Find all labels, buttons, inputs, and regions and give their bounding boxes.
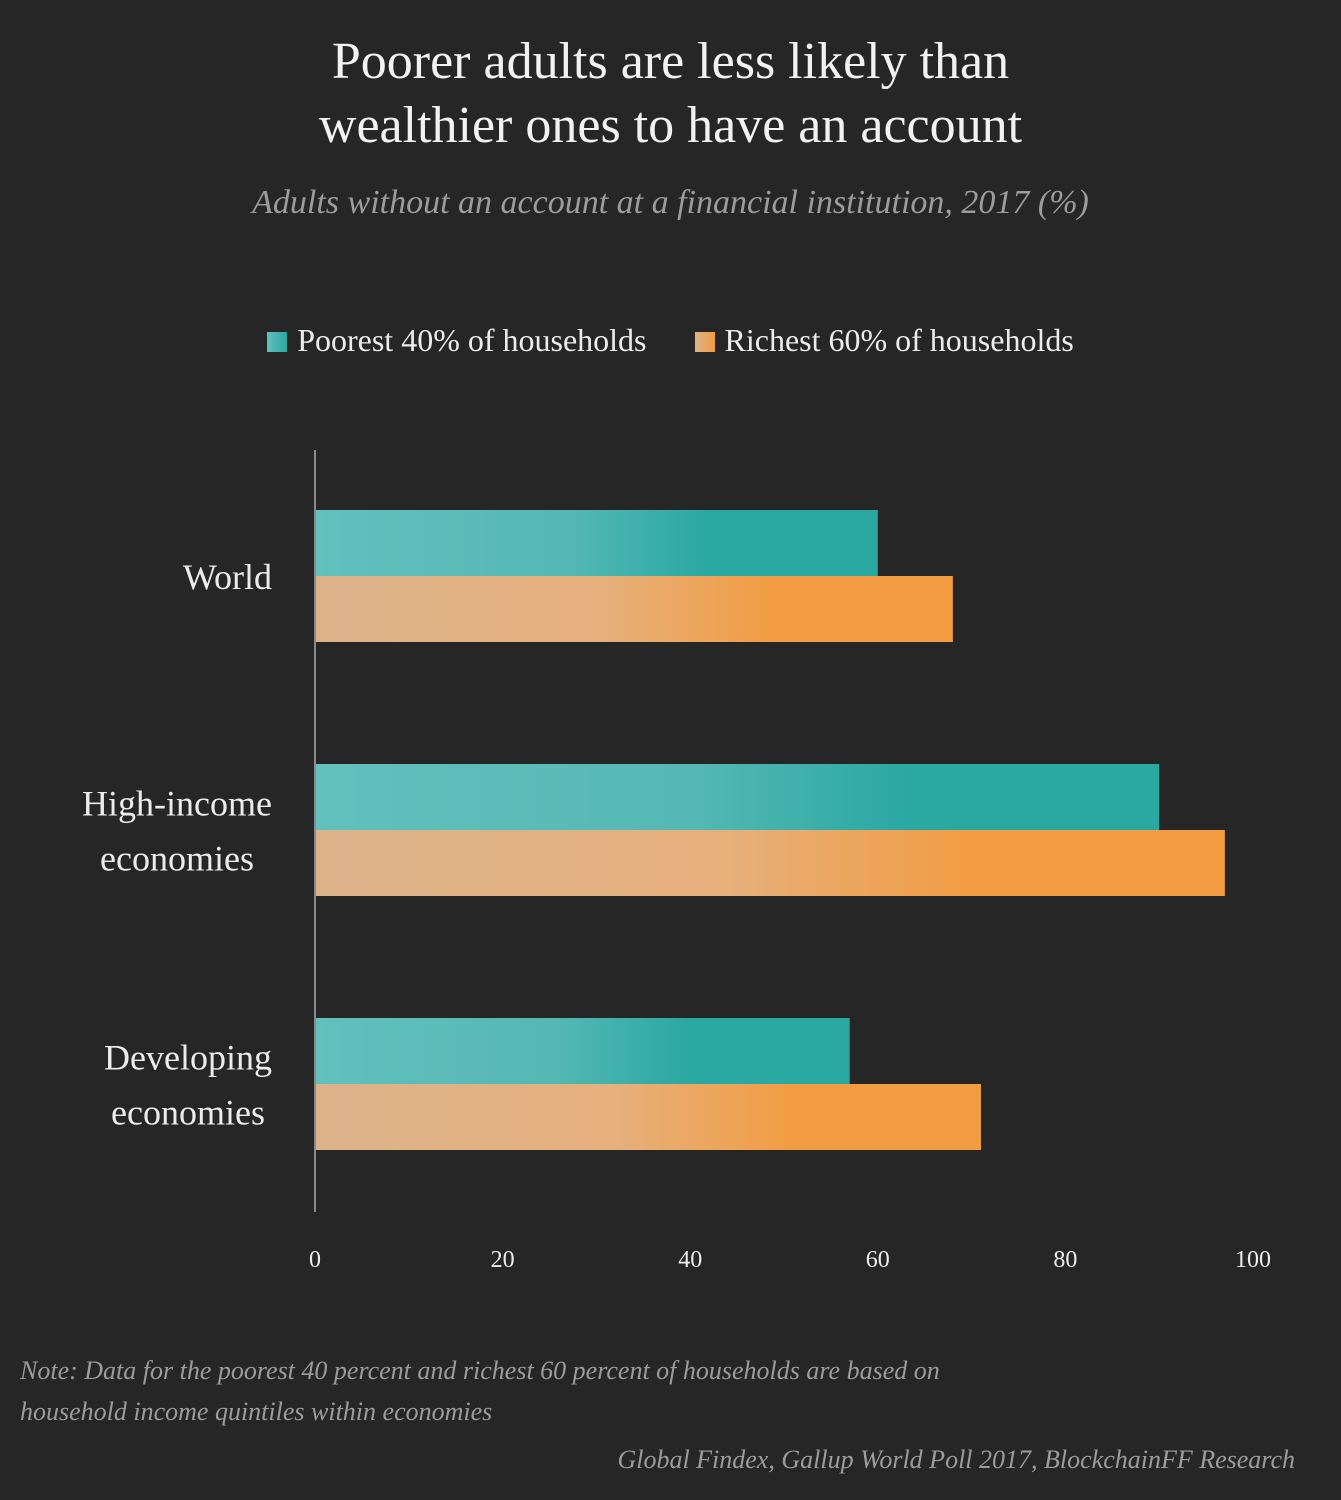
category-label-1-line-1: economies (100, 839, 254, 879)
footnote-line-2: household income quintiles within econom… (20, 1397, 493, 1426)
footnote: Note: Data for the poorest 40 percent an… (20, 1350, 1320, 1432)
x-tick-labels: 0 20 40 60 80 100 (309, 1247, 1271, 1273)
bar-chart: World High-income economies Developing econo… (82, 450, 1271, 1273)
bar-poorest-1 (315, 764, 1160, 830)
legend-item-poorest: Poorest 40% of households (267, 322, 647, 359)
category-labels: World High-income economies Developing econo… (82, 557, 272, 1133)
bar-richest-1 (315, 830, 1225, 896)
chart-title: Poorer adults are less likely than wealt… (0, 30, 1341, 158)
bars-layer (315, 510, 1225, 1150)
x-tick-label-0: 0 (309, 1247, 321, 1273)
x-tick-label-3: 60 (866, 1247, 890, 1273)
chart-title-line-2: wealthier ones to have an account (318, 97, 1023, 154)
x-tick-label-5: 100 (1235, 1247, 1271, 1273)
legend-swatch-richest (694, 332, 715, 352)
x-tick-label-4: 80 (1053, 1247, 1077, 1273)
category-label-2-line-0: Developing (104, 1038, 272, 1078)
category-label-2-line-1: economies (111, 1093, 265, 1133)
category-label-0-line-0: World (183, 557, 272, 597)
bar-richest-2 (315, 1084, 981, 1150)
legend-swatch-poorest (267, 332, 288, 352)
x-tick-label-1: 20 (491, 1247, 515, 1273)
legend-label-poorest: Poorest 40% of households (297, 322, 647, 358)
bar-richest-0 (315, 576, 953, 642)
chart-title-line-1: Poorer adults are less likely than (331, 33, 1010, 90)
bar-poorest-2 (315, 1018, 850, 1084)
legend: Poorest 40% of households Richest 60% of… (0, 322, 1341, 359)
category-label-1-line-0: High-income (82, 784, 272, 824)
footnote-line-1: Note: Data for the poorest 40 percent an… (20, 1356, 940, 1385)
legend-label-richest: Richest 60% of households (724, 322, 1074, 358)
legend-item-richest: Richest 60% of households (694, 322, 1074, 359)
source-credit: Global Findex, Gallup World Poll 2017, B… (617, 1445, 1295, 1474)
chart-subtitle: Adults without an account at a financial… (252, 184, 1089, 221)
bar-poorest-0 (315, 510, 878, 576)
x-tick-label-2: 40 (678, 1247, 702, 1273)
